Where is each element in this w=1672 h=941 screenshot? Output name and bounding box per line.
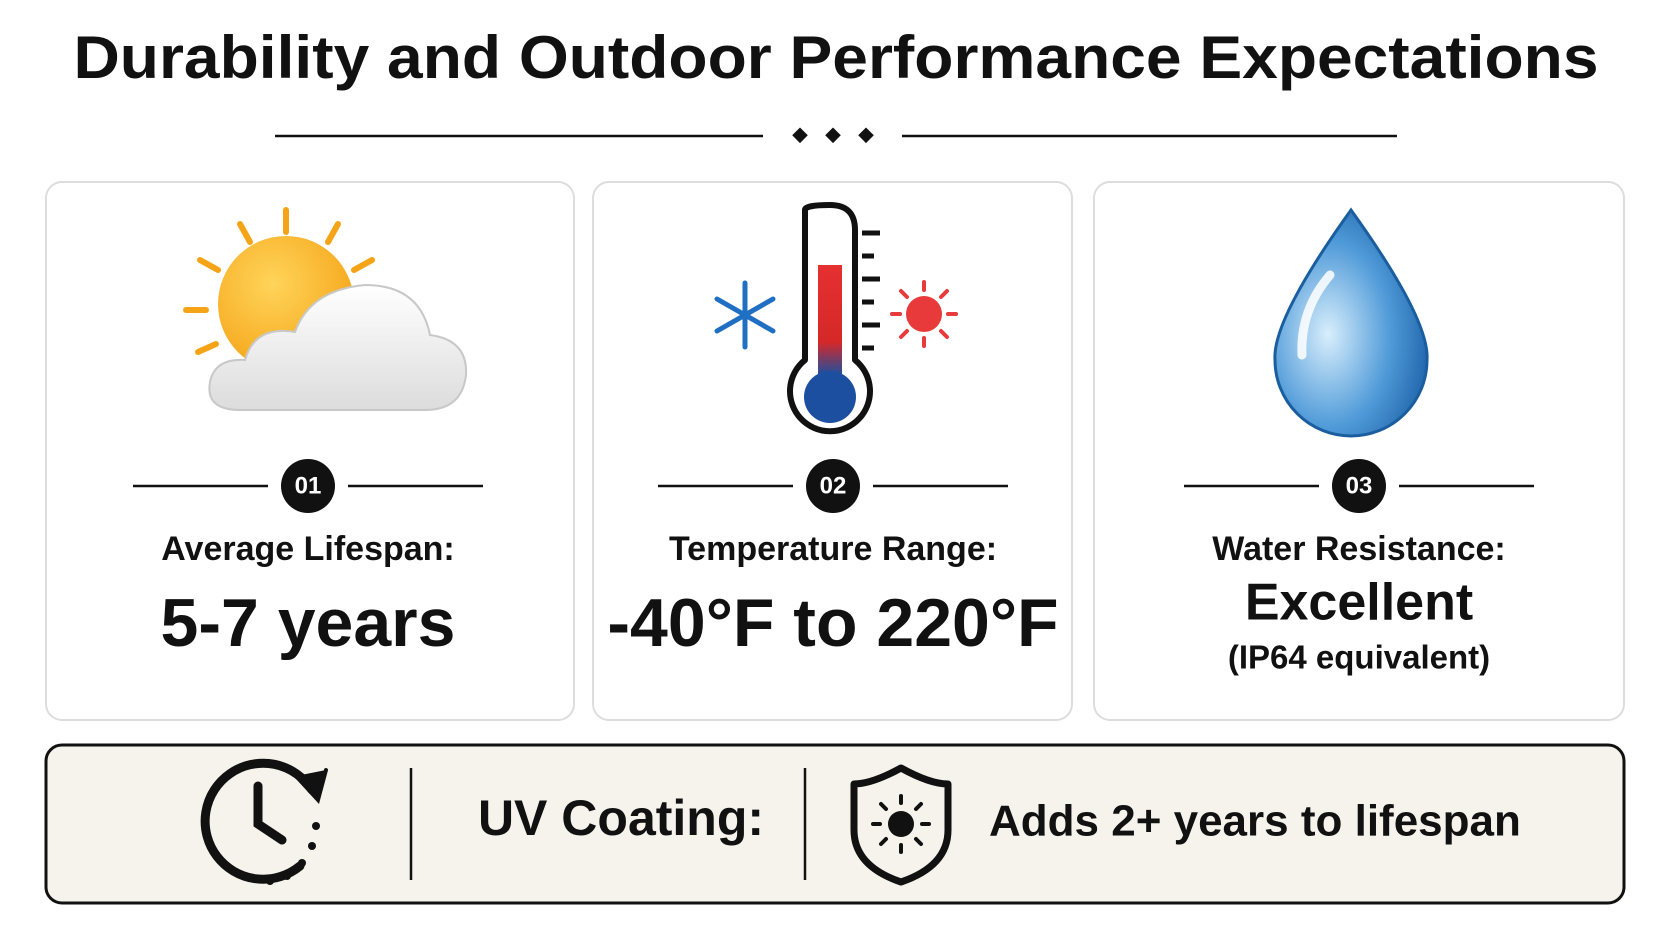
- weather-icon: [183, 207, 468, 411]
- water-drop-icon: [1273, 207, 1429, 438]
- title: Durability and Outdoor Performance Expec…: [74, 24, 1599, 91]
- number-badge: [281, 459, 335, 513]
- card-number: 03: [1346, 472, 1373, 499]
- footer-separators: [409, 768, 807, 880]
- number-badge: [1332, 459, 1386, 513]
- card-value: -40°F to 220°F: [607, 585, 1058, 661]
- footer-label: UV Coating:: [478, 790, 764, 846]
- cards: [45, 181, 1625, 721]
- footer-text: Adds 2+ years to lifespan: [989, 797, 1521, 846]
- thermometer-icon: [714, 202, 958, 435]
- clock-icon: [200, 758, 328, 885]
- card-number: 01: [295, 472, 322, 499]
- card-label: Water Resistance:: [1212, 530, 1506, 568]
- card-texts: 01 Average Lifespan: 5-7 years 02 Temperatur…: [133, 459, 1534, 676]
- card-label: Temperature Range:: [669, 530, 997, 568]
- card-number: 02: [820, 472, 847, 499]
- number-badge: [806, 459, 860, 513]
- card-value: Excellent: [1245, 574, 1473, 632]
- shield-icon: [850, 764, 952, 886]
- card-note: (IP64 equivalent): [1228, 639, 1490, 676]
- card-value: 5-7 years: [161, 585, 456, 661]
- card-label: Average Lifespan:: [161, 530, 455, 568]
- divider-diamonds: [792, 127, 874, 144]
- footer-box: [44, 743, 1626, 905]
